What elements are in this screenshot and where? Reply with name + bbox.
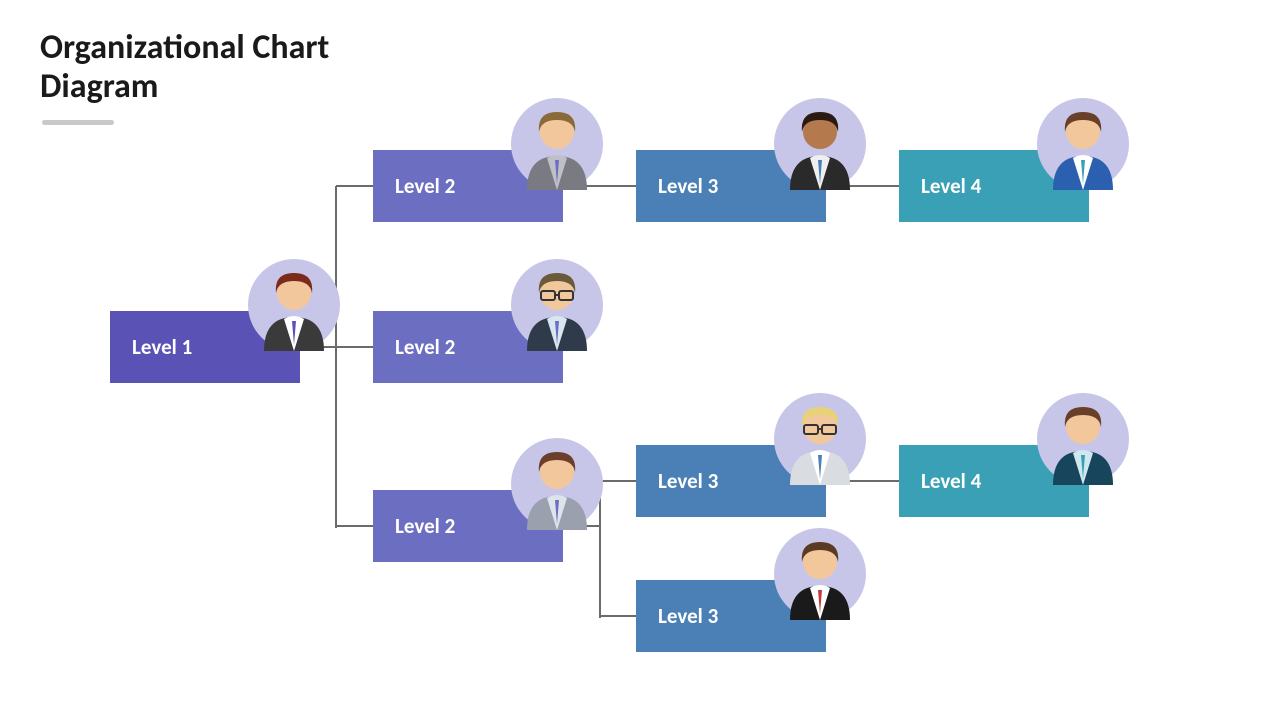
connector — [335, 347, 337, 528]
avatar-icon — [511, 438, 603, 530]
avatar-icon — [774, 528, 866, 620]
avatar-icon — [248, 259, 340, 351]
org-node-label: Level 4 — [899, 173, 981, 199]
connector — [336, 525, 373, 527]
connector — [599, 526, 601, 618]
chart-title-line1: Organizational Chart — [40, 27, 329, 68]
org-node-label: Level 1 — [110, 334, 192, 360]
org-node-label: Level 3 — [636, 173, 718, 199]
org-node-label: Level 2 — [373, 513, 455, 539]
connector — [336, 185, 373, 187]
avatar-icon — [511, 98, 603, 190]
chart-title-line2: Diagram — [40, 66, 158, 107]
org-node-label: Level 4 — [899, 468, 981, 494]
title-underline — [42, 120, 114, 125]
avatar-icon — [774, 98, 866, 190]
org-node-label: Level 2 — [373, 173, 455, 199]
org-node-label: Level 3 — [636, 603, 718, 629]
connector — [600, 615, 636, 617]
avatar-icon — [511, 259, 603, 351]
chart-title: Organizational Chart Diagram — [40, 28, 329, 106]
org-node-label: Level 3 — [636, 468, 718, 494]
avatar-icon — [1037, 393, 1129, 485]
connector — [336, 346, 373, 348]
org-node-label: Level 2 — [373, 334, 455, 360]
org-chart-stage: Organizational Chart Diagram Level 1 Lev… — [0, 0, 1280, 720]
connector — [600, 480, 636, 482]
avatar-icon — [774, 393, 866, 485]
avatar-icon — [1037, 98, 1129, 190]
